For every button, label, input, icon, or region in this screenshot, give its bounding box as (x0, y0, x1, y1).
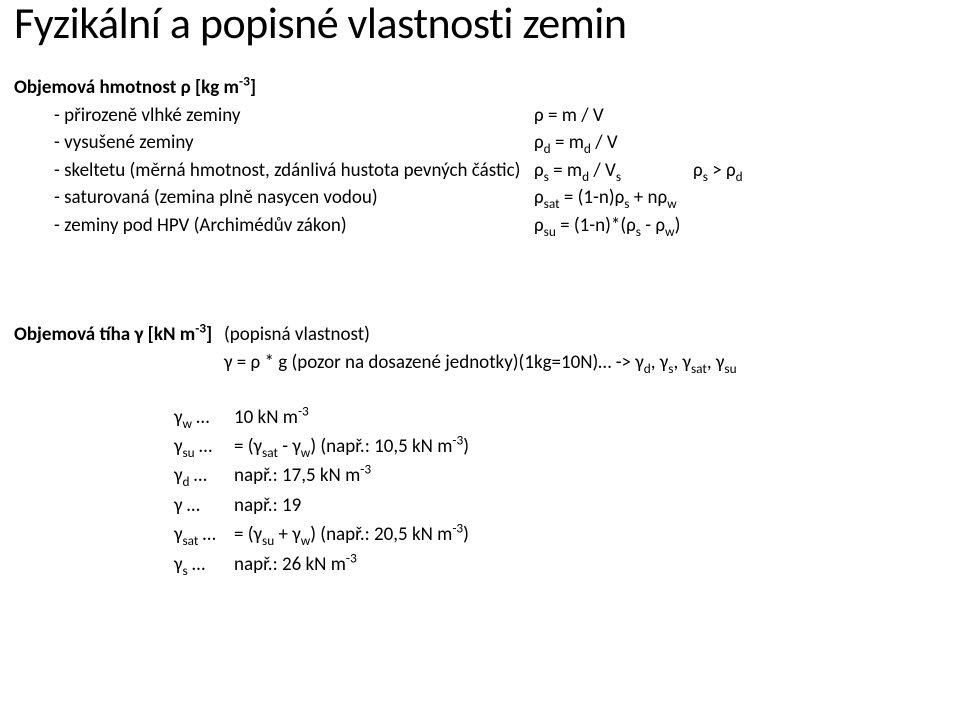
unit-pre: [kg m (191, 76, 239, 99)
row-label: - zeminy pod HPV (Archimédův zákon) (54, 212, 534, 240)
document-slide: { "title": "Fyzikální a popisné vlastnos… (0, 0, 960, 717)
gamma-sym: γsu … (174, 432, 234, 461)
density-row: - zeminy pod HPV (Archimédův zákon) ρsu … (14, 212, 946, 240)
gamma-row: γsu … = (γsat - γw) (např.: 10,5 kN m-3) (174, 432, 946, 461)
gamma-val: např.: 17,5 kN m-3 (234, 461, 371, 490)
weight-heading-text: Objemová tíha γ [kN m-3] (14, 321, 224, 349)
gamma-row: γd … např.: 17,5 kN m-3 (174, 461, 946, 490)
gamma-sym: γsat … (174, 520, 234, 549)
row-extra: ρs > ρd (693, 157, 743, 185)
gamma-definitions: γw … 10 kN m-3 γsu … = (γsat - γw) (např… (14, 403, 946, 580)
density-row: - skeltetu (měrná hmotnost, zdánlivá hus… (14, 157, 946, 185)
row-value: ρsat = (1-n)ρs + nρw (534, 184, 677, 212)
gamma-row: γsat … = (γsu + γw) (např.: 20,5 kN m-3) (174, 520, 946, 549)
weight-heading-row: Objemová tíha γ [kN m-3] (popisná vlastn… (14, 321, 946, 349)
gamma-list: γd, γs, γsat, γsu (635, 351, 736, 374)
weight-section: Objemová tíha γ [kN m-3] (popisná vlastn… (14, 321, 946, 579)
rho-symbol: ρ (181, 76, 191, 99)
row-value: ρ = m / V (534, 102, 604, 130)
gamma-sym: γd … (174, 461, 234, 490)
gamma-row: γw … 10 kN m-3 (174, 403, 946, 432)
unit-sup: -3 (195, 320, 206, 337)
row-label: - přirozeně vlhké zeminy (54, 102, 534, 130)
gamma-row: γ … např.: 19 (174, 491, 946, 520)
unit-post: ] (250, 76, 256, 99)
gamma-sym: γ … (174, 491, 234, 520)
row-label: - saturovaná (zemina plně nasycen vodou) (54, 184, 534, 212)
gamma-sym: γw … (174, 403, 234, 432)
row-value: ρs = md / Vs (534, 157, 621, 185)
unit-pre: [kN m (143, 323, 195, 346)
density-row: - vysušené zeminy ρd = md / V (14, 129, 946, 157)
gamma-sym: γs … (174, 550, 234, 579)
density-heading-text: Objemová hmotnost ρ [kg m-3] (14, 74, 256, 102)
density-row: - saturovaná (zemina plně nasycen vodou)… (14, 184, 946, 212)
unit-post: ] (206, 323, 212, 346)
row-label: - skeltetu (měrná hmotnost, zdánlivá hus… (54, 157, 534, 185)
gamma-val: např.: 26 kN m-3 (234, 550, 357, 579)
text: Objemová hmotnost (14, 76, 181, 99)
density-heading: Objemová hmotnost ρ [kg m-3] (14, 74, 946, 102)
page-title: Fyzikální a popisné vlastnosti zemin (14, 0, 946, 46)
gamma-row: γs … např.: 26 kN m-3 (174, 550, 946, 579)
text: γ = ρ * g (pozor na dosazené jednotky)(1… (224, 351, 635, 374)
row-label: - vysušené zeminy (54, 129, 534, 157)
gamma-val: 10 kN m-3 (234, 403, 309, 432)
gamma-val: = (γsat - γw) (např.: 10,5 kN m-3) (234, 432, 469, 461)
weight-formula: γ = ρ * g (pozor na dosazené jednotky)(1… (224, 349, 737, 377)
text: Objemová tíha (14, 323, 134, 346)
gamma-val: = (γsu + γw) (např.: 20,5 kN m-3) (234, 520, 469, 549)
gamma-val: např.: 19 (234, 491, 301, 520)
unit-sup: -3 (239, 73, 250, 90)
row-value: ρd = md / V (534, 129, 618, 157)
weight-note: (popisná vlastnost) (224, 321, 370, 349)
weight-formula-row: γ = ρ * g (pozor na dosazené jednotky)(1… (14, 349, 946, 377)
density-row: - přirozeně vlhké zeminy ρ = m / V (14, 102, 946, 130)
row-value: ρsu = (1-n)*(ρs - ρw) (534, 212, 680, 240)
